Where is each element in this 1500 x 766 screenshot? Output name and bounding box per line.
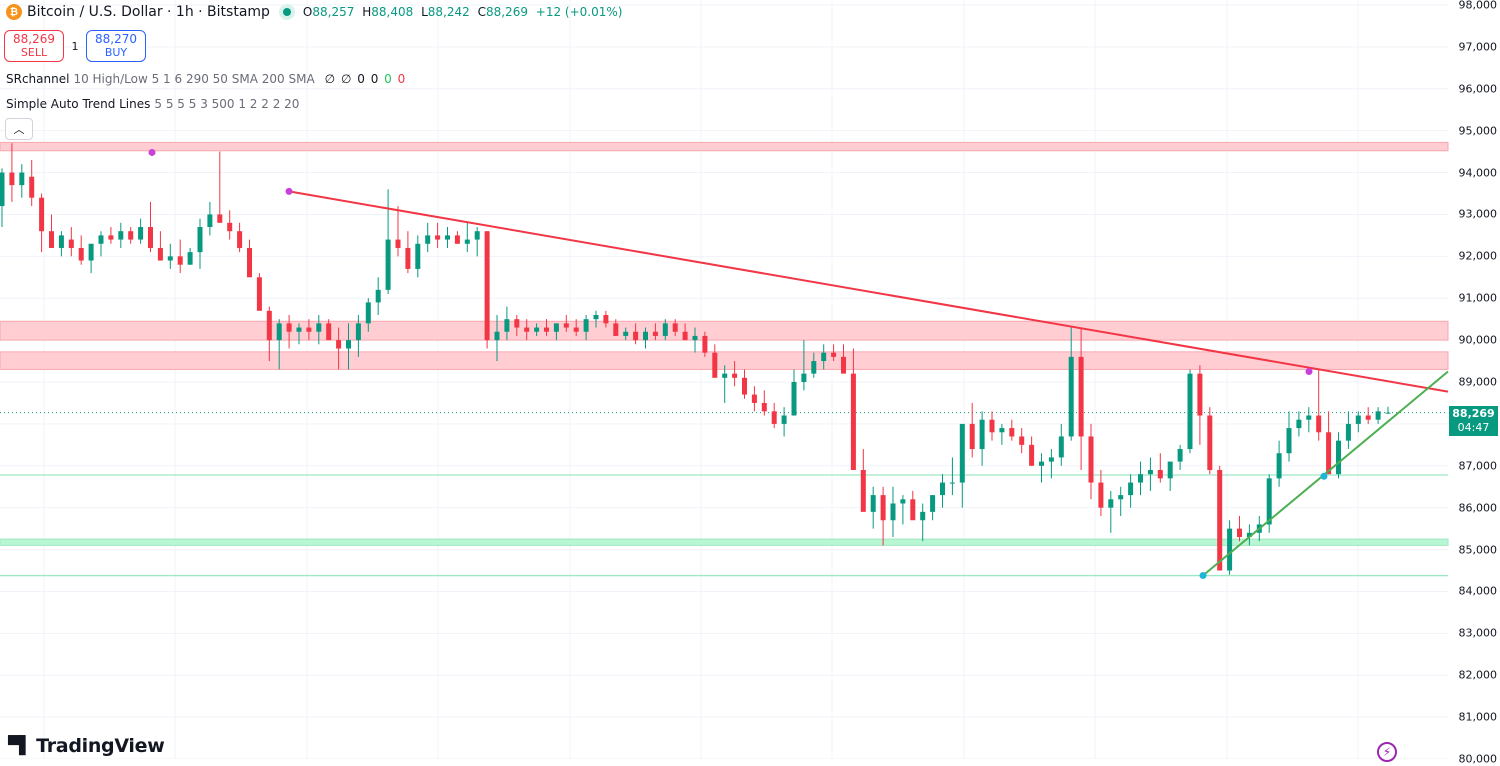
market-open-dot-icon[interactable]	[278, 4, 295, 20]
last-price-label: 88,269 04:47	[1449, 406, 1498, 436]
price-tick: 85,000	[1458, 543, 1498, 557]
price-tick: 86,000	[1458, 501, 1498, 515]
indicator-srchannel[interactable]: SRchannel 10 High/Low 5 1 6 290 50 SMA 20…	[6, 72, 407, 86]
collapse-legend-button[interactable]: ︿	[5, 118, 33, 140]
price-change: +12 (+0.01%)	[535, 5, 623, 19]
price-axis[interactable]: 98,000 97,000 96,000 95,000 94,000 93,000 92,0…	[1448, 0, 1500, 766]
price-tick: 94,000	[1458, 166, 1498, 180]
tradingview-logo[interactable]: ▀▌ TradingView	[8, 735, 165, 757]
candlesticks	[0, 143, 1391, 575]
tradingview-mark-icon: ▀▌	[8, 736, 32, 756]
bitcoin-icon: ₿	[6, 4, 22, 20]
price-tick: 98,000	[1458, 0, 1498, 12]
price-tick: 82,000	[1458, 668, 1498, 682]
price-tick: 81,000	[1458, 710, 1498, 724]
ohlc-values: O88,257 H88,408 L88,242 C88,269 +12 (+0.…	[302, 5, 623, 19]
indicator-values: ∅ ∅ 0 0 0 0	[324, 72, 407, 86]
symbol-title[interactable]: Bitcoin / U.S. Dollar · 1h · Bitstamp	[27, 4, 270, 20]
spread-value: 1	[71, 39, 79, 53]
indicator-auto-trend-lines[interactable]: Simple Auto Trend Lines 5 5 5 5 3 500 1 2…	[6, 97, 300, 111]
price-tick: 84,000	[1458, 584, 1498, 598]
price-tick: 91,000	[1458, 291, 1498, 305]
sell-button[interactable]: 88,269 SELL	[4, 30, 64, 62]
price-tick: 93,000	[1458, 207, 1498, 221]
price-tick: 87,000	[1458, 459, 1498, 473]
price-tick: 83,000	[1458, 626, 1498, 640]
pivot-markers	[148, 148, 1328, 580]
price-tick: 90,000	[1458, 333, 1498, 347]
sr-zones	[0, 141, 1449, 577]
price-tick: 97,000	[1458, 40, 1498, 54]
bar-countdown: 04:47	[1457, 421, 1490, 434]
symbol-legend: ₿ Bitcoin / U.S. Dollar · 1h · Bitstamp …	[6, 4, 622, 20]
lightning-icon[interactable]: ⚡	[1377, 742, 1397, 762]
trend-lines	[288, 190, 1449, 577]
price-tick: 89,000	[1458, 375, 1498, 389]
chart-grid	[0, 0, 1448, 759]
buy-button[interactable]: 88,270 BUY	[86, 30, 146, 62]
price-tick: 95,000	[1458, 124, 1498, 138]
price-tick: 92,000	[1458, 249, 1498, 263]
chevron-up-icon: ︿	[13, 123, 25, 136]
trade-panel: 88,269 SELL 1 88,270 BUY	[4, 30, 146, 62]
price-tick: 80,000	[1458, 752, 1498, 766]
price-tick: 96,000	[1458, 82, 1498, 96]
